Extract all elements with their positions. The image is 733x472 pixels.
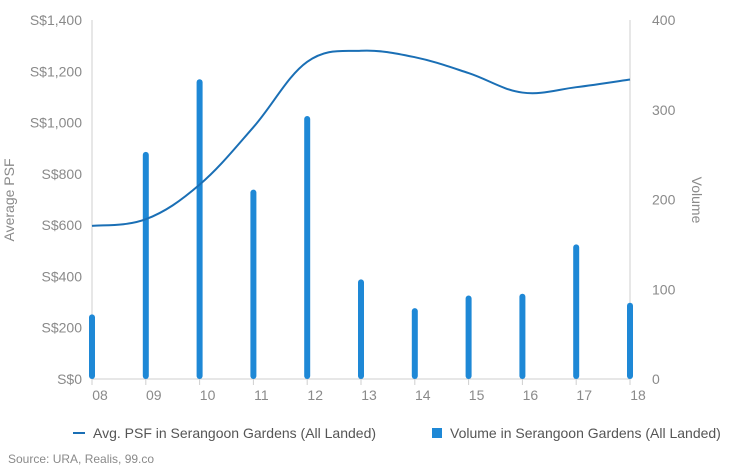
source-note: Source: URA, Realis, 99.co — [8, 452, 155, 466]
x-tick-label: 13 — [361, 387, 377, 403]
legend-line-swatch — [73, 432, 85, 434]
avg-psf-line-path — [91, 49, 631, 227]
y-tick-label: S$800 — [42, 166, 83, 182]
volume-bar — [196, 79, 203, 380]
x-tick-label: 16 — [523, 387, 539, 403]
legend-item-volume[interactable]: Volume in Serangoon Gardens (All Landed) — [432, 425, 721, 441]
y2-tick-label: 100 — [652, 281, 676, 297]
y2-axis-title: Volume — [689, 177, 705, 224]
x-tick-label: 12 — [307, 387, 323, 403]
volume-bar — [411, 308, 418, 379]
volume-bar — [142, 151, 149, 379]
x-tick-label: 09 — [146, 387, 162, 403]
y-tick-label: S$600 — [42, 217, 83, 233]
y-tick-label: S$400 — [42, 268, 83, 284]
y-tick-label: S$1,400 — [30, 12, 82, 28]
y-tick-label: S$0 — [57, 371, 82, 387]
x-tick-label: 11 — [254, 387, 269, 403]
x-tick-label: 17 — [576, 387, 592, 403]
legend-label-avg-psf: Avg. PSF in Serangoon Gardens (All Lande… — [93, 425, 377, 441]
y-axis-title: Average PSF — [1, 158, 17, 241]
volume-bar — [304, 116, 311, 379]
volume-bar — [89, 314, 95, 379]
volume-bar — [358, 279, 364, 379]
volume-bar — [519, 293, 526, 379]
volume-bar — [465, 295, 472, 379]
volume-bars — [89, 79, 633, 380]
y-tick-label: S$200 — [42, 320, 83, 336]
tick-labels: S$0 S$200 S$400 S$600 S$800 S$1,000 S$1,200 S$1… — [30, 12, 676, 403]
legend-item-avg-psf[interactable]: Avg. PSF in Serangoon Gardens (All Lande… — [73, 425, 376, 441]
y2-tick-label: 200 — [652, 192, 676, 208]
legend-label-volume: Volume in Serangoon Gardens (All Landed) — [450, 425, 721, 441]
y2-tick-label: 0 — [652, 371, 660, 387]
legend-bar-swatch — [432, 428, 442, 438]
x-tick-label: 15 — [469, 387, 485, 403]
volume-bar — [250, 189, 257, 379]
x-tick-label: 14 — [415, 387, 431, 403]
x-tick-label: 08 — [92, 387, 108, 403]
x-tick-label: 18 — [630, 387, 646, 403]
legend: Avg. PSF in Serangoon Gardens (All Lande… — [0, 425, 733, 445]
x-tick-label: 10 — [200, 387, 216, 403]
y-tick-label: S$1,200 — [30, 63, 82, 79]
y-tick-label: S$1,000 — [30, 115, 82, 131]
y2-tick-label: 400 — [652, 12, 676, 28]
y2-tick-label: 300 — [652, 102, 676, 118]
volume-bar — [573, 244, 580, 379]
volume-bar — [627, 302, 633, 379]
avg-psf-line — [91, 49, 631, 227]
